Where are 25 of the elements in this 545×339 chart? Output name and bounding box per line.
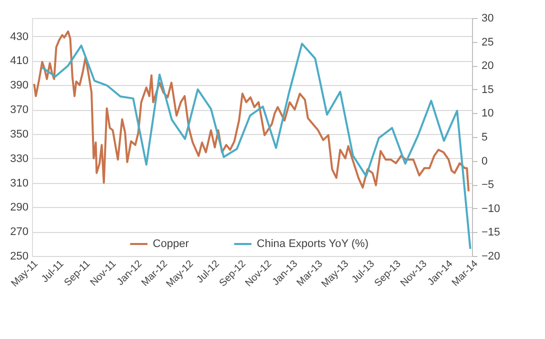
legend-label: Copper [152, 238, 190, 250]
legend-label: China Exports YoY (%) [256, 238, 369, 250]
y2-tick-label: 30 [482, 12, 494, 24]
y-tick-label: 270 [10, 226, 28, 238]
y2-tick-label: −20 [482, 250, 500, 262]
y-tick-label: 430 [10, 30, 28, 43]
y-tick-label: 410 [10, 55, 28, 68]
y-tick-label: 350 [10, 128, 28, 140]
y2-tick-label: 5 [482, 132, 488, 144]
y2-tick-label: 20 [482, 60, 494, 72]
y-tick-label: 330 [10, 152, 28, 165]
y2-tick-label: −15 [482, 226, 500, 239]
y2-tick-label: −5 [482, 179, 494, 192]
y-tick-label: 250 [10, 250, 28, 262]
y2-tick-label: 25 [482, 36, 494, 48]
y2-tick-label: 10 [482, 108, 494, 120]
y-tick-label: 370 [10, 104, 28, 116]
y-tick-label: 290 [10, 202, 28, 214]
line-series [41, 42, 472, 250]
y2-tick-label: −10 [482, 202, 500, 215]
y2-tick-label: 15 [482, 84, 494, 96]
y-tick-label: 310 [10, 177, 28, 190]
line-series [33, 30, 470, 192]
y2-tick-label: 0 [482, 155, 488, 168]
y-tick-label: 390 [10, 80, 28, 92]
